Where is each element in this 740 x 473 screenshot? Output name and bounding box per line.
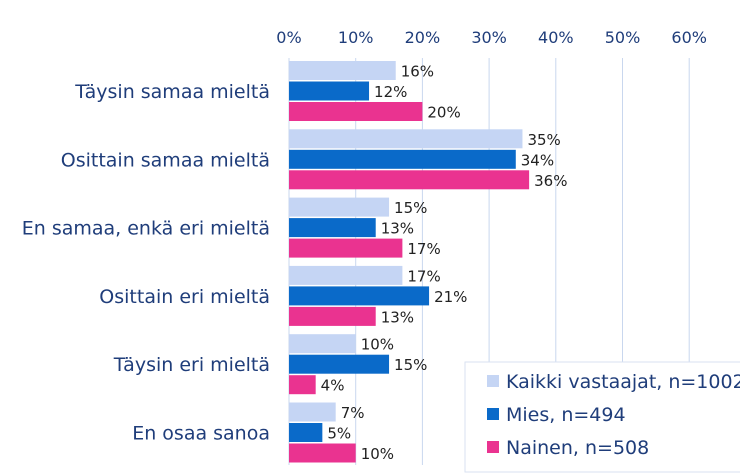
category-label: Täysin samaa mieltä [74,81,270,103]
category-label: Osittain eri mieltä [99,286,270,308]
legend-swatch [487,408,499,420]
data-label: 15% [394,199,427,217]
bar [289,238,403,258]
x-tick-label: 30% [471,28,507,47]
bar [289,218,376,238]
bar [289,402,336,422]
legend-label: Mies, n=494 [506,404,626,426]
bar [289,354,390,374]
x-axis-ticks: 0% 10% 20% 30% 40% 50% 60% [276,28,707,47]
bar [289,265,403,285]
bar [289,334,356,354]
category-label: Osittain samaa mieltä [61,149,270,171]
x-tick-label: 20% [405,28,441,47]
bar [289,306,376,326]
data-label: 12% [374,83,407,101]
bar [289,81,370,101]
data-label: 7% [341,404,365,422]
bar [289,149,516,169]
legend-swatch [487,441,499,453]
gridlines [288,58,690,465]
bar [289,170,530,190]
data-label: 34% [521,151,554,169]
bar [289,61,396,80]
data-label: 4% [321,377,345,395]
x-tick-label: 60% [671,28,707,47]
x-tick-label: 0% [276,28,301,47]
data-label: 15% [394,356,427,374]
bar [289,197,390,217]
data-label: 13% [381,220,414,238]
x-tick-label: 40% [538,28,574,47]
data-label: 13% [381,308,414,326]
category-labels: Täysin samaa mieltä Osittain samaa mieltä… [22,81,270,445]
bar [289,129,523,149]
x-tick-label: 50% [605,28,641,47]
category-label: En osaa sanoa [132,423,270,445]
x-tick-label: 10% [338,28,374,47]
legend-label: Nainen, n=508 [506,437,649,459]
data-label: 16% [401,63,434,81]
bar [289,375,316,395]
data-label: 17% [407,240,440,258]
data-label: 17% [407,267,440,285]
legend: Kaikki vastaajat, n=1002 Mies, n=494 Naine… [464,361,740,473]
legend-label: Kaikki vastaajat, n=1002 [506,371,740,393]
data-label: 21% [434,288,467,306]
data-label: 36% [534,172,567,190]
bar [289,423,323,442]
bar [289,443,356,463]
data-label: 5% [327,425,351,443]
bar [289,102,423,121]
legend-swatch [487,375,499,387]
bar [289,286,430,306]
data-label: 10% [361,445,394,463]
category-label: En samaa, enkä eri mieltä [22,218,270,240]
legend-box [464,361,740,473]
data-label: 35% [527,131,560,149]
bars: 16%12%20%35%34%36%15%13%17%17%21%13%10%1… [289,61,567,463]
data-label: 10% [361,336,394,354]
category-label: Täysin eri mieltä [113,354,270,376]
data-label: 20% [427,104,460,122]
